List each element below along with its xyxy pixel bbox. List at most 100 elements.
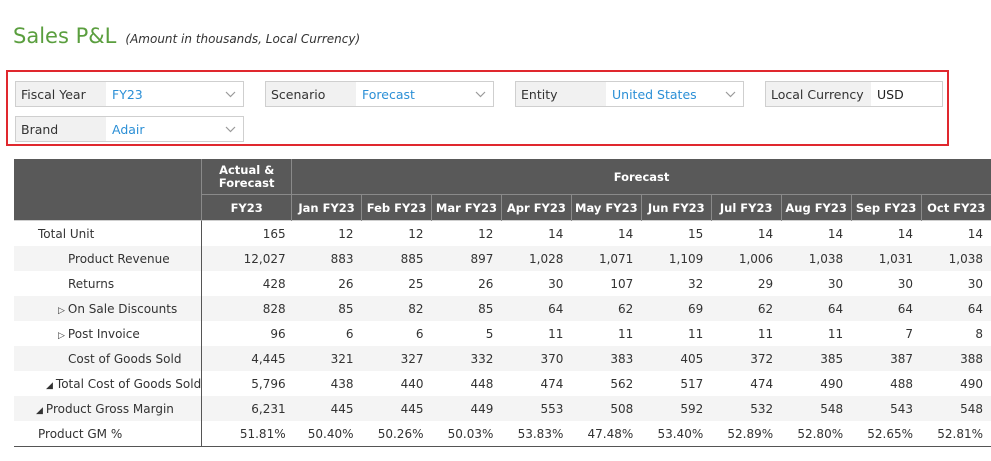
value-cell: 50.40% [291, 421, 362, 447]
value-cell: 490 [820, 376, 844, 391]
fiscal-year-value: FY23 [112, 86, 143, 102]
local-currency-field: Local Currency USD [765, 81, 943, 107]
value-cell: 11 [687, 326, 704, 341]
row-label: Returns [68, 276, 115, 291]
row-label-cell: Product GM % [14, 421, 203, 447]
value-cell: 14 [571, 220, 642, 246]
entity-select[interactable]: Entity United States [515, 81, 744, 107]
value-cell: 32 [687, 276, 704, 291]
brand-select[interactable]: Brand Adair [15, 116, 244, 142]
value-cell: 64 [781, 296, 852, 321]
value-cell: 30 [897, 276, 914, 291]
value-cell: 562 [610, 376, 634, 391]
value-cell: 1,031 [851, 246, 922, 271]
table-row: ◢ Product Gross Margin 6,231 445 445 449 553 50… [14, 396, 991, 421]
value-cell: 12 [291, 220, 362, 246]
value-cell: 47.48% [571, 421, 642, 447]
value-cell: 7 [905, 326, 914, 341]
value-cell: 1,071 [571, 246, 642, 271]
value-cell: 30 [827, 276, 844, 291]
column-header: Sep FY23 [850, 194, 922, 221]
value-cell: 474 [750, 376, 774, 391]
column-header: Mar FY23 [430, 194, 502, 221]
value-cell: 50.26% [361, 421, 432, 447]
value-cell: 6 [345, 326, 354, 341]
value-cell: 1,109 [641, 246, 712, 271]
value-cell: 332 [431, 346, 502, 371]
value-cell: 1,038 [781, 246, 852, 271]
row-label-cell: ▷ Post Invoice [14, 321, 203, 346]
value-cell: 51.81% [201, 421, 292, 447]
value-cell: 85 [431, 296, 502, 321]
value-cell: 548 [921, 396, 991, 421]
value-cell: 428 [262, 276, 286, 291]
column-header: FY23 [201, 194, 292, 221]
expand-triangle-icon[interactable]: ▷ [58, 330, 65, 341]
scenario-select[interactable]: Scenario Forecast [265, 81, 494, 107]
entity-label: Entity [516, 82, 606, 106]
row-label-cell: Cost of Goods Sold [14, 346, 203, 371]
value-cell: 321 [291, 346, 362, 371]
row-header-corner [14, 159, 202, 221]
value-cell: 474 [540, 376, 564, 391]
value-cell: 29 [757, 276, 774, 291]
value-cell: 82 [361, 296, 432, 321]
actual-forecast-header: Actual & Forecast [201, 159, 292, 195]
fiscal-year-label: Fiscal Year [16, 82, 106, 106]
value-cell: 897 [431, 246, 502, 271]
value-cell: 26 [338, 276, 354, 291]
pl-table: Actual & Forecast Forecast FY23 Jan FY23 F… [14, 159, 991, 447]
row-label: Total Cost of Goods Sold [55, 376, 202, 391]
value-cell: 387 [851, 346, 922, 371]
value-cell: 327 [361, 346, 432, 371]
chevron-down-icon[interactable] [723, 87, 737, 101]
value-cell: 405 [641, 346, 712, 371]
column-header: Aug FY23 [780, 194, 852, 221]
value-cell: 6,231 [201, 396, 292, 421]
value-cell: 69 [641, 296, 712, 321]
value-cell: 30 [967, 276, 983, 291]
collapse-triangle-icon[interactable]: ◢ [46, 380, 53, 391]
value-cell: 449 [431, 396, 502, 421]
brand-label: Brand [16, 117, 106, 141]
value-cell: 445 [291, 396, 362, 421]
table-row: Product Revenue 12,027 883 885 897 1,028 1,071… [14, 246, 991, 271]
chevron-down-icon[interactable] [223, 87, 237, 101]
row-label-cell: ◢ Total Cost of Goods Sold [14, 371, 203, 396]
brand-value: Adair [112, 121, 145, 137]
row-label: Total Unit [38, 226, 95, 241]
value-cell: 885 [361, 246, 432, 271]
value-cell: 8 [975, 326, 983, 341]
value-cell: 12 [431, 220, 502, 246]
table-row: Returns 428 26 25 26 30 107 32 29 30 30 30 [14, 271, 991, 296]
value-cell: 11 [757, 326, 774, 341]
value-cell: 12,027 [201, 246, 292, 271]
value-cell: 883 [291, 246, 362, 271]
value-cell: 85 [291, 296, 362, 321]
column-header: Jun FY23 [640, 194, 712, 221]
row-label-cell: Product Revenue [14, 246, 203, 271]
value-cell: 50.03% [431, 421, 502, 447]
page-header: Sales P&L (Amount in thousands, Local Cu… [13, 24, 360, 48]
collapse-triangle-icon[interactable]: ◢ [36, 405, 43, 416]
value-cell: 11 [827, 326, 844, 341]
value-cell: 11 [548, 326, 564, 341]
scenario-value: Forecast [362, 86, 415, 102]
page-title: Sales P&L [13, 24, 117, 48]
value-cell: 14 [851, 220, 922, 246]
expand-triangle-icon[interactable]: ▷ [58, 305, 65, 316]
chevron-down-icon[interactable] [473, 87, 487, 101]
value-cell: 165 [201, 220, 292, 246]
chevron-down-icon[interactable] [223, 122, 237, 136]
value-cell: 385 [781, 346, 852, 371]
row-label: Cost of Goods Sold [68, 351, 182, 366]
value-cell: 30 [548, 276, 564, 291]
column-header: Feb FY23 [361, 194, 432, 221]
value-cell: 26 [478, 276, 494, 291]
row-label-cell: Total Unit [14, 220, 203, 246]
fiscal-year-select[interactable]: Fiscal Year FY23 [15, 81, 244, 107]
value-cell: 62 [711, 296, 782, 321]
value-cell: 508 [571, 396, 642, 421]
value-cell: 53.40% [641, 421, 712, 447]
filter-panel: Fiscal Year FY23 Scenario Forecast Entit… [6, 70, 949, 146]
